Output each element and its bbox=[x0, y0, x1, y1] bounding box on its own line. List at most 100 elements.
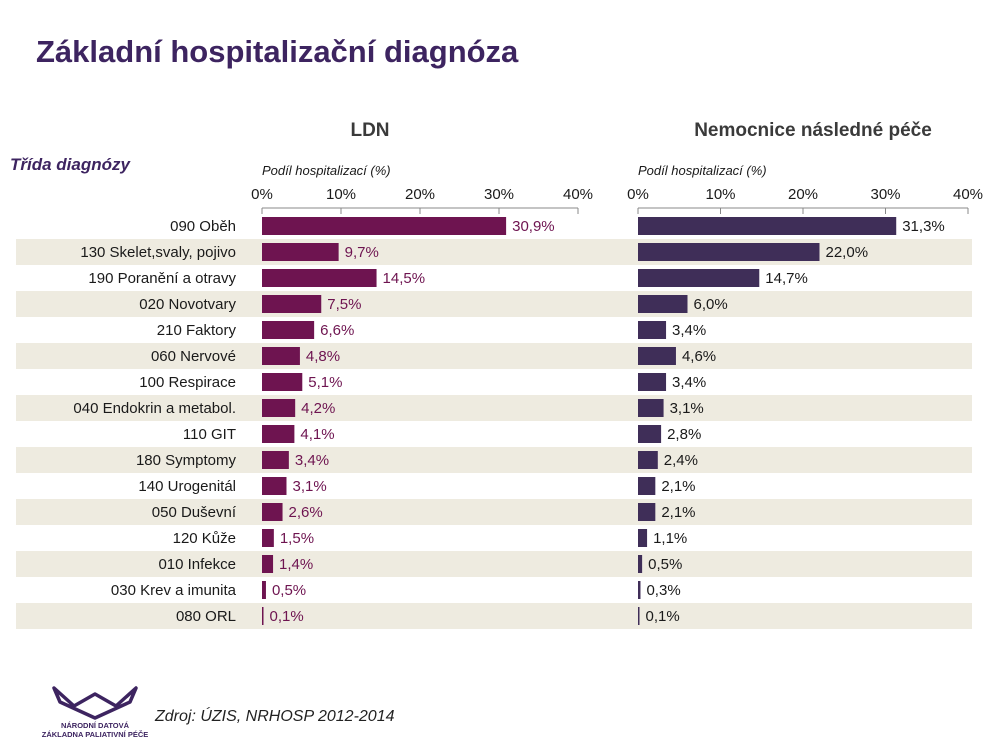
bar bbox=[638, 269, 760, 287]
logo-emblem-icon bbox=[52, 686, 138, 720]
bar bbox=[262, 217, 507, 235]
bar bbox=[262, 347, 300, 365]
row-stripe bbox=[16, 447, 972, 473]
data-label: 1,5% bbox=[280, 530, 314, 547]
bar bbox=[638, 451, 658, 469]
bar bbox=[638, 243, 820, 261]
category-label: 100 Respirace bbox=[139, 374, 236, 391]
tick-label: 40% bbox=[953, 186, 983, 203]
data-label: 0,1% bbox=[646, 608, 680, 625]
tick-label: 40% bbox=[563, 186, 593, 203]
category-label: 080 ORL bbox=[176, 608, 236, 625]
bar bbox=[262, 321, 315, 339]
bar bbox=[262, 607, 264, 625]
category-label: 180 Symptomy bbox=[136, 452, 237, 469]
bar bbox=[638, 321, 667, 339]
bar bbox=[638, 347, 676, 365]
row-stripe bbox=[16, 603, 972, 629]
data-label: 4,1% bbox=[300, 426, 334, 443]
tick-label: 10% bbox=[326, 186, 356, 203]
data-label: 1,4% bbox=[279, 556, 313, 573]
row-stripe bbox=[16, 343, 972, 369]
bar bbox=[262, 477, 287, 495]
bar bbox=[638, 503, 656, 521]
bar bbox=[638, 581, 641, 599]
logo-text-line2: ZÁKLADNA PALIATIVNÍ PÉČE bbox=[41, 730, 149, 739]
panel-title: Nemocnice následné péče bbox=[694, 120, 932, 141]
category-label: 110 GIT bbox=[183, 426, 236, 443]
data-label: 2,4% bbox=[664, 452, 698, 469]
logo-text-line1: NÁRODNÍ DATOVÁ bbox=[60, 721, 130, 730]
tick-label: 30% bbox=[870, 186, 900, 203]
data-label: 4,2% bbox=[301, 400, 335, 417]
row-stripe bbox=[16, 499, 972, 525]
data-label: 2,8% bbox=[667, 426, 701, 443]
category-label: 120 Kůže bbox=[173, 530, 236, 547]
bar bbox=[262, 503, 283, 521]
bar bbox=[262, 529, 274, 547]
data-label: 31,3% bbox=[902, 218, 945, 235]
category-label: 190 Poranění a otravy bbox=[88, 270, 236, 287]
page-title: Základní hospitalizační diagnóza bbox=[36, 34, 519, 69]
bar bbox=[262, 581, 266, 599]
bar bbox=[262, 399, 296, 417]
data-label: 9,7% bbox=[345, 244, 379, 261]
data-label: 3,1% bbox=[292, 478, 326, 495]
axis-title: Podíl hospitalizací (%) bbox=[262, 163, 391, 178]
row-stripe bbox=[16, 291, 972, 317]
row-header: Třída diagnózy bbox=[10, 155, 132, 174]
bar bbox=[262, 295, 322, 313]
source-note: Zdroj: ÚZIS, NRHOSP 2012-2014 bbox=[155, 708, 395, 725]
category-label: 130 Skelet,svaly, pojivo bbox=[80, 244, 236, 261]
data-label: 3,1% bbox=[670, 400, 704, 417]
data-label: 3,4% bbox=[672, 374, 706, 391]
data-label: 4,8% bbox=[306, 348, 340, 365]
data-label: 0,5% bbox=[648, 556, 682, 573]
category-label: 020 Novotvary bbox=[139, 296, 236, 313]
data-label: 6,0% bbox=[694, 296, 728, 313]
bar bbox=[638, 373, 667, 391]
category-label: 010 Infekce bbox=[158, 556, 236, 573]
data-label: 2,1% bbox=[661, 504, 695, 521]
data-label: 2,6% bbox=[289, 504, 323, 521]
bar bbox=[262, 373, 303, 391]
panel-title: LDN bbox=[350, 120, 389, 141]
tick-label: 10% bbox=[705, 186, 735, 203]
data-label: 14,7% bbox=[765, 270, 808, 287]
category-label: 140 Urogenitál bbox=[138, 478, 236, 495]
bar bbox=[638, 477, 656, 495]
data-label: 14,5% bbox=[383, 270, 426, 287]
data-label: 6,6% bbox=[320, 322, 354, 339]
bar bbox=[262, 425, 295, 443]
bar bbox=[638, 295, 688, 313]
tick-label: 20% bbox=[405, 186, 435, 203]
data-label: 3,4% bbox=[295, 452, 329, 469]
data-label: 0,3% bbox=[646, 582, 680, 599]
bar bbox=[262, 269, 377, 287]
bar bbox=[262, 555, 274, 573]
category-label: 040 Endokrin a metabol. bbox=[73, 400, 236, 417]
bar bbox=[638, 555, 643, 573]
bar bbox=[638, 399, 664, 417]
bar bbox=[638, 425, 662, 443]
data-label: 4,6% bbox=[682, 348, 716, 365]
logo: NÁRODNÍ DATOVÁ ZÁKLADNA PALIATIVNÍ PÉČE bbox=[40, 684, 150, 744]
category-label: 210 Faktory bbox=[157, 322, 237, 339]
bar bbox=[262, 243, 339, 261]
category-label: 060 Nervové bbox=[151, 348, 236, 365]
tick-label: 0% bbox=[627, 186, 649, 203]
bar bbox=[638, 529, 648, 547]
data-label: 3,4% bbox=[672, 322, 706, 339]
data-label: 22,0% bbox=[826, 244, 869, 261]
data-label: 0,1% bbox=[270, 608, 304, 625]
data-label: 0,5% bbox=[272, 582, 306, 599]
data-label: 5,1% bbox=[308, 374, 342, 391]
row-stripe bbox=[16, 551, 972, 577]
bar bbox=[262, 451, 289, 469]
category-label: 050 Duševní bbox=[152, 504, 237, 521]
bar bbox=[638, 217, 897, 235]
data-label: 30,9% bbox=[512, 218, 555, 235]
data-label: 1,1% bbox=[653, 530, 687, 547]
data-label: 2,1% bbox=[661, 478, 695, 495]
